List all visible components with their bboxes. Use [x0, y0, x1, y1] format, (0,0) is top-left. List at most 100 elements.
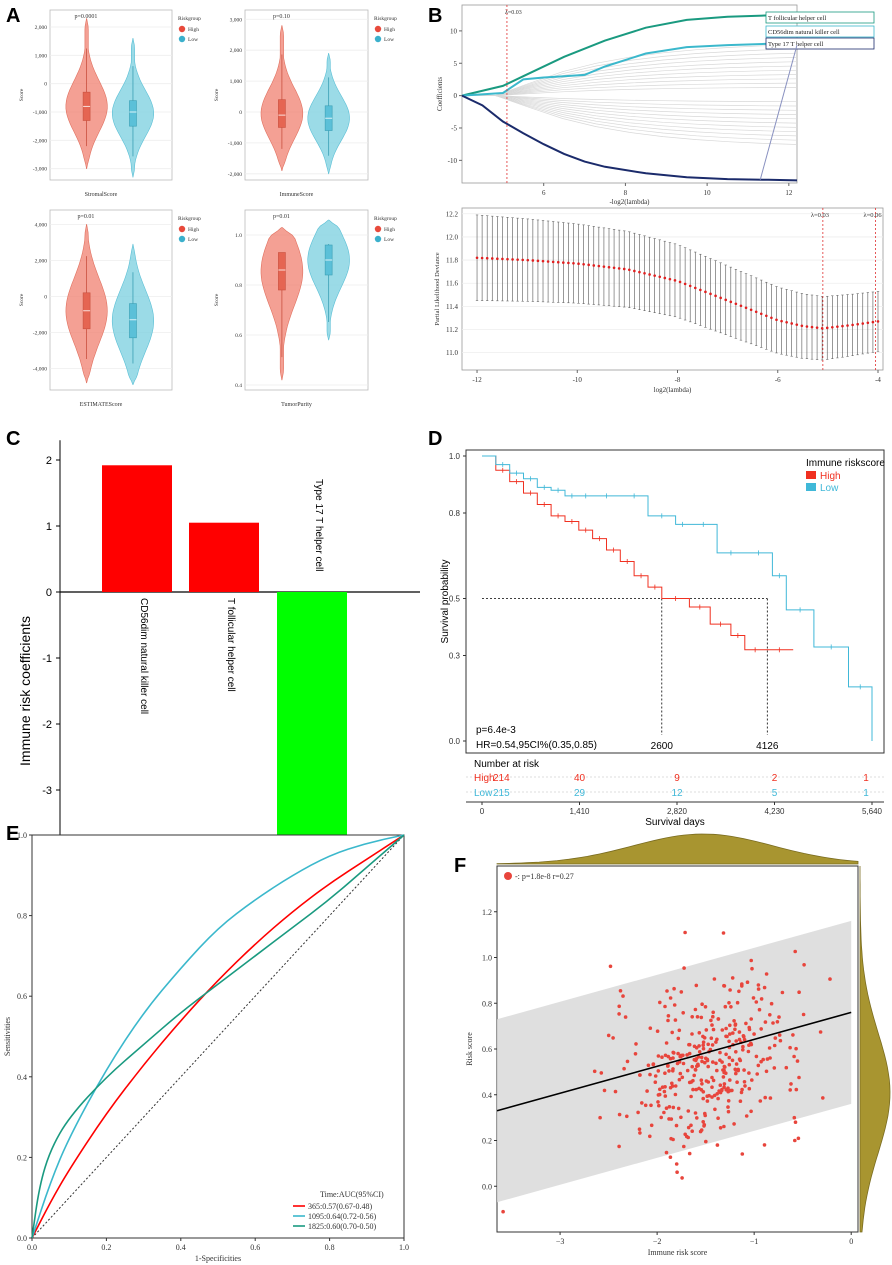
scatter-point — [693, 1111, 698, 1115]
coefficient-path-0 — [461, 13, 798, 97]
scatter-point — [685, 1053, 689, 1057]
deviance-point — [810, 325, 814, 329]
scatter-point — [715, 1037, 719, 1042]
scatter-point — [658, 1087, 662, 1092]
scatter-point — [828, 977, 832, 981]
scatter-point — [724, 1026, 728, 1031]
scatter-point — [655, 1029, 660, 1033]
scatter-point — [657, 1092, 662, 1097]
deviance-point — [790, 322, 794, 325]
coefficient-path-other — [462, 95, 798, 115]
coefficient-path-other — [462, 95, 798, 120]
y-tick-label: 0.0 — [17, 1234, 27, 1243]
risk-table-title: Number at risk — [474, 759, 540, 770]
y-tick-label: 0.4 — [235, 383, 242, 389]
deviance-point — [754, 310, 758, 314]
scatter-point — [666, 1064, 670, 1068]
y-axis-label: Survival probability — [440, 560, 451, 644]
deviance-point — [744, 306, 748, 310]
coefficient-path-other — [462, 69, 798, 96]
y-tick-label: 1 — [46, 521, 52, 533]
y-tick-label: 0.8 — [449, 509, 461, 518]
y-tick-label: 0.5 — [449, 595, 461, 604]
scatter-point — [698, 1129, 703, 1134]
coefficient-path-other — [462, 95, 798, 111]
scatter-point — [749, 1109, 753, 1114]
deviance-point — [663, 276, 667, 280]
x-tick-label: 1,410 — [569, 807, 590, 816]
risk-table-group: Low — [474, 788, 493, 799]
scatter-point — [694, 983, 699, 988]
scatter-point — [692, 1073, 696, 1078]
y-tick-label: 0.2 — [482, 1137, 492, 1146]
deviance-point — [765, 314, 768, 318]
panel-label-a: A — [6, 5, 20, 27]
scatter-point — [705, 1057, 710, 1062]
x-tick-label: 0.2 — [101, 1243, 111, 1252]
scatter-point — [668, 996, 673, 1000]
deviance-point — [704, 290, 707, 294]
legend-item: High — [188, 27, 199, 33]
scatter-point — [693, 1007, 698, 1012]
coefficient-path-1 — [461, 42, 797, 97]
deviance-point — [485, 256, 489, 260]
scatter-point — [714, 1061, 718, 1066]
y-tick-label: 0 — [44, 82, 47, 88]
scatter-point — [710, 1075, 714, 1080]
scatter-point — [744, 1021, 748, 1026]
scatter-point — [743, 1084, 747, 1088]
category-label: CD56dim natural killer cell — [138, 598, 149, 714]
scatter-point — [751, 996, 756, 1000]
y-tick-label: 12.0 — [446, 233, 459, 241]
scatter-point — [663, 1004, 667, 1009]
x-tick-label: -12 — [472, 376, 482, 384]
x-axis-label: log2(lambda) — [654, 386, 692, 394]
scatter-point — [690, 1064, 694, 1069]
deviance-point — [480, 256, 484, 260]
scatter-point — [625, 1114, 629, 1119]
deviance-point — [511, 258, 514, 261]
y-tick-label: 0.4 — [482, 1091, 492, 1100]
risk-table-count: 29 — [574, 788, 586, 799]
y-tick-label: 0.6 — [17, 992, 27, 1001]
deviance-point — [490, 257, 494, 260]
scatter-point — [772, 1043, 777, 1048]
scatter-point — [741, 1044, 745, 1049]
deviance-point — [866, 321, 870, 325]
scatter-point — [750, 1078, 754, 1082]
legend-item: High — [188, 227, 199, 233]
scatter-point — [722, 1064, 727, 1069]
scatter-point — [690, 1032, 694, 1036]
scatter-point — [794, 1087, 799, 1092]
scatter-point — [651, 1062, 655, 1067]
median-label: 4126 — [756, 741, 779, 752]
deviance-point — [693, 286, 697, 290]
scatter-point — [747, 1086, 752, 1091]
scatter-point — [592, 1069, 597, 1074]
risk-table-count: 40 — [574, 773, 586, 784]
scatter-point — [721, 1075, 726, 1079]
y-tick-label: -2,000 — [33, 330, 47, 336]
coefficient-path-other — [462, 95, 798, 107]
scatter-point — [740, 1152, 745, 1156]
risk-table-count: 5 — [772, 788, 778, 799]
deviance-point — [739, 304, 743, 308]
scatter-point — [724, 1052, 728, 1057]
scatter-point — [673, 1018, 678, 1022]
deviance-point — [521, 258, 525, 262]
scatter-point — [734, 1039, 738, 1043]
scatter-point — [759, 1027, 763, 1031]
scatter-point — [646, 1063, 651, 1068]
scatter-point — [796, 1136, 801, 1141]
median-label: 2600 — [651, 741, 674, 752]
y-tick-label: -2,000 — [228, 172, 242, 178]
scatter-point — [754, 1054, 759, 1059]
legend-marker — [374, 25, 382, 33]
scatter-point — [733, 1022, 738, 1026]
plot-frame — [461, 207, 884, 371]
scatter-point — [788, 1088, 792, 1092]
scatter-point — [763, 1095, 767, 1100]
scatter-point — [711, 1078, 716, 1083]
scatter-point — [617, 1012, 621, 1016]
scatter-point — [704, 1028, 709, 1032]
